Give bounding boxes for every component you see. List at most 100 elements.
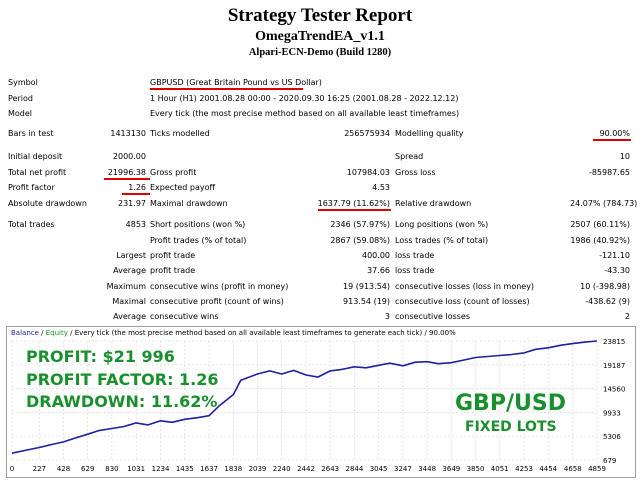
overlay-dd-value: 11.62% — [150, 392, 218, 411]
server-info: Alpari-ECN-Demo (Build 1280) — [248, 47, 392, 58]
x-tick-label: 227 — [33, 465, 46, 473]
overlay-profit: PROFIT: $21 996 — [26, 347, 175, 366]
balance-chart: 23815 19187 14560 9933 5306 679 0 227 428 629 830 1… — [6, 326, 636, 478]
x-tick-label: 4051 — [491, 465, 509, 473]
x-tick-label: 3649 — [442, 465, 460, 473]
overlay-pf-label: PROFIT FACTOR: — [26, 370, 180, 389]
bars-label: Bars in test — [8, 129, 54, 138]
x-tick-label: 3045 — [370, 465, 388, 473]
al-label: loss trade — [395, 266, 435, 275]
overlay-lots: FIXED LOTS — [465, 419, 557, 435]
pt-label: Profit trades (% of total) — [150, 236, 247, 245]
mcp-label: consecutive profit (count of wins) — [150, 297, 284, 306]
long-label: Long positions (won %) — [395, 220, 489, 229]
y-tick-label: 679 — [603, 457, 616, 465]
al-value: -43.30 — [604, 266, 630, 275]
trades-value: 4853 — [125, 220, 146, 229]
pt-value: 2867 (59.08%) — [330, 236, 390, 245]
report-title: Strategy Tester Report — [227, 5, 413, 26]
x-tick-label: 2240 — [273, 465, 291, 473]
ticks-value: 256575934 — [344, 129, 390, 138]
balance-line — [11, 340, 598, 454]
quality-value: 90.00% — [599, 129, 630, 138]
ap-label: profit trade — [150, 266, 196, 275]
deposit-value: 2000.00 — [112, 152, 146, 161]
lp-value: 400.00 — [362, 251, 390, 260]
maximum-label: Maximum — [106, 282, 146, 291]
grossloss-value: -85987.65 — [588, 168, 630, 177]
maxdd-underline — [318, 209, 391, 211]
ap-value: 37.66 — [367, 266, 390, 275]
deposit-label: Initial deposit — [8, 152, 63, 161]
x-tick-label: 4658 — [564, 465, 582, 473]
x-tick-label: 4859 — [588, 465, 606, 473]
period-label: Period — [8, 94, 33, 103]
largest-label: Largest — [116, 251, 146, 260]
x-tick-label: 2039 — [249, 465, 267, 473]
acw-label: consecutive wins — [150, 312, 219, 321]
mcl-label: consecutive losses (loss in money) — [395, 282, 535, 291]
lt-value: 1986 (40.92%) — [570, 236, 630, 245]
mcw-value: 19 (913.54) — [343, 282, 390, 291]
average-label: Average — [113, 266, 146, 275]
lp-label: profit trade — [150, 251, 196, 260]
acl-label: consecutive losses — [395, 312, 471, 321]
legend-balance: Balance — [11, 329, 39, 337]
mcloss-label: consecutive loss (count of losses) — [395, 297, 530, 306]
short-label: Short positions (won %) — [150, 220, 246, 229]
x-tick-label: 1435 — [176, 465, 194, 473]
x-tick-label: 4454 — [539, 465, 557, 473]
average2-label: Average — [113, 312, 146, 321]
overlay-symbol: GBP/USD — [455, 391, 566, 416]
overlay-profit-label: PROFIT: — [26, 347, 103, 366]
x-tick-label: 1031 — [127, 465, 145, 473]
maximal-label: Maximal — [112, 297, 146, 306]
grossprofit-value: 107984.03 — [346, 168, 390, 177]
quality-label: Modelling quality — [395, 129, 464, 138]
lt-label: Loss trades (% of total) — [395, 236, 489, 245]
x-tick-label: 2643 — [321, 465, 339, 473]
mcp-value: 913.54 (19) — [343, 297, 390, 306]
overlay-dd-label: DRAWDOWN: — [26, 392, 151, 411]
quality-underline — [593, 139, 631, 141]
absdd-label: Absolute drawdown — [8, 199, 87, 208]
x-tick-label: 3448 — [418, 465, 436, 473]
overlay-dd: DRAWDOWN: 11.62% — [26, 392, 217, 411]
y-tick-label: 14560 — [603, 386, 625, 394]
reldd-value: 24.07% (784.73) — [570, 199, 638, 208]
bars-value: 1413130 — [110, 129, 146, 138]
short-value: 2346 (57.97%) — [330, 220, 390, 229]
mcloss-value: -438.62 (9) — [585, 297, 630, 306]
x-tick-label: 1838 — [224, 465, 242, 473]
ll-label: loss trade — [395, 251, 435, 260]
overlay-profit-value: $21 996 — [102, 347, 175, 366]
x-tick-label: 0 — [10, 465, 14, 473]
legend-equity: Equity — [45, 329, 68, 337]
x-tick-label: 3247 — [394, 465, 412, 473]
reldd-label: Relative drawdown — [395, 199, 472, 208]
netprofit-label: Total net profit — [8, 168, 67, 177]
mcw-label: consecutive wins (profit in money) — [150, 282, 289, 291]
y-tick-label: 9933 — [603, 409, 621, 417]
x-tick-label: 3850 — [467, 465, 485, 473]
x-tick-label: 1234 — [152, 465, 170, 473]
x-tick-label: 1637 — [200, 465, 218, 473]
symbol-underline — [150, 88, 303, 90]
pf-underline — [122, 193, 150, 195]
grossprofit-label: Gross profit — [150, 168, 197, 177]
payoff-value: 4.53 — [372, 183, 390, 192]
netprofit-underline — [104, 178, 150, 180]
netprofit-value: 21996.38 — [107, 168, 146, 177]
trades-label: Total trades — [8, 220, 55, 229]
grossloss-label: Gross loss — [395, 168, 436, 177]
mcl-value: 10 (-398.98) — [580, 282, 630, 291]
chart-header-rest: / Every tick (the most precise method ba… — [70, 329, 456, 337]
ticks-label: Ticks modelled — [150, 129, 210, 138]
x-tick-label: 629 — [81, 465, 94, 473]
pf-value: 1.26 — [128, 183, 146, 192]
overlay-pf: PROFIT FACTOR: 1.26 — [26, 370, 219, 389]
symbol-label: Symbol — [8, 78, 38, 87]
y-tick-label: 23815 — [603, 338, 625, 346]
balance-chart-svg: 23815 19187 14560 9933 5306 679 0 227 428 629 830 1… — [10, 338, 626, 473]
y-tick-label: 19187 — [603, 362, 625, 370]
